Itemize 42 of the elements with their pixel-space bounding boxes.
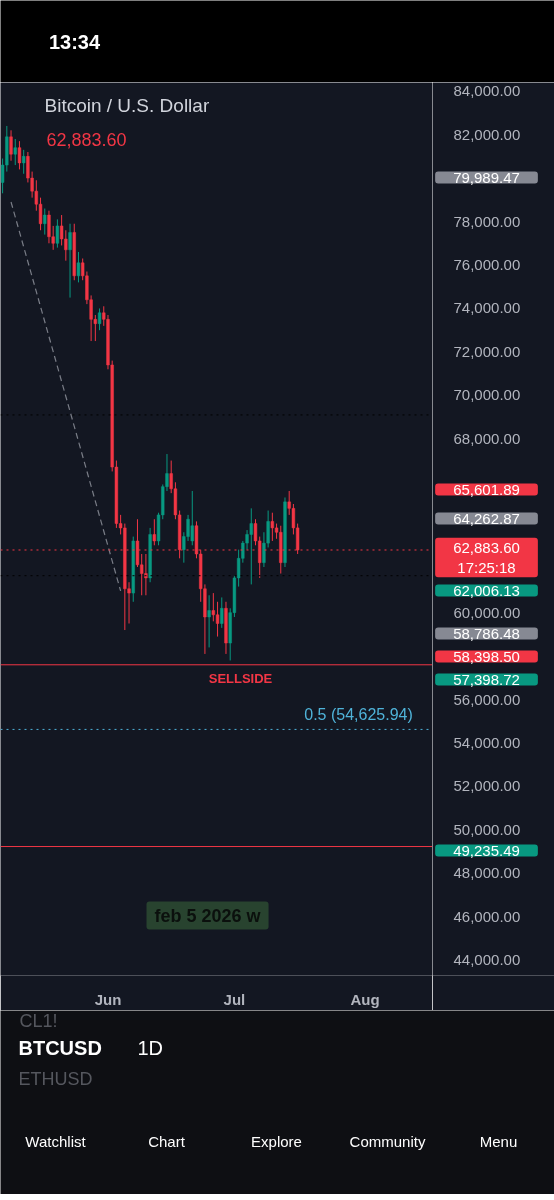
y-tick-label: 44,000.00 [453,951,521,969]
text: Community [349,1133,426,1150]
text: Bitcoin / U.S. Dollar [44,95,210,116]
x-tick-label: Aug [350,990,380,1008]
text: 64,262.87 [453,509,520,527]
y-tick-label: 46,000.00 [453,907,521,925]
text: 1D [137,1036,164,1059]
y-tick-label: 56,000.00 [453,690,521,708]
text: BTCUSD [18,1036,102,1059]
text: Explore [251,1133,302,1150]
text: Chart [148,1133,186,1150]
text: 62,006.13 [453,581,520,599]
text: ETHUSD [18,1068,93,1089]
y-tick-label: 48,000.00 [453,864,521,882]
text: 65,601.89 [453,480,520,498]
text: CL1! [19,1010,58,1031]
x-tick-label: Jun [94,990,122,1008]
text: 62,883.60 [46,130,127,150]
y-tick-label: 54,000.00 [453,734,521,752]
y-tick-label: 84,000.00 [453,82,521,100]
text: Menu [479,1133,518,1150]
y-tick-label: 74,000.00 [453,299,521,317]
ref-line-label: SELLSIDE [208,670,273,686]
text: 13:34 [48,30,101,53]
text: 57,398.72 [453,670,520,688]
y-tick-label: 78,000.00 [453,212,521,230]
y-tick-label: 76,000.00 [453,256,521,274]
text: 79,989.47 [453,168,520,186]
y-tick-label: 82,000.00 [453,125,521,143]
text: 49,235.49 [453,841,520,859]
y-tick-label: 50,000.00 [453,820,521,838]
text: 58,786.48 [453,624,520,642]
y-tick-label: 70,000.00 [453,386,521,404]
y-tick-label: 60,000.00 [453,603,521,621]
y-tick-label: 68,000.00 [453,429,521,447]
text: 62,883.60 17:25:18 [453,538,520,577]
x-tick-label: Jul [223,990,246,1008]
y-tick-label: 72,000.00 [453,342,521,360]
y-tick-label: 52,000.00 [453,777,521,795]
text: 58,398.50 [453,647,520,665]
text: Watchlist [25,1133,87,1150]
ref-line-label: 0.5 (54,625.94) [304,706,413,724]
